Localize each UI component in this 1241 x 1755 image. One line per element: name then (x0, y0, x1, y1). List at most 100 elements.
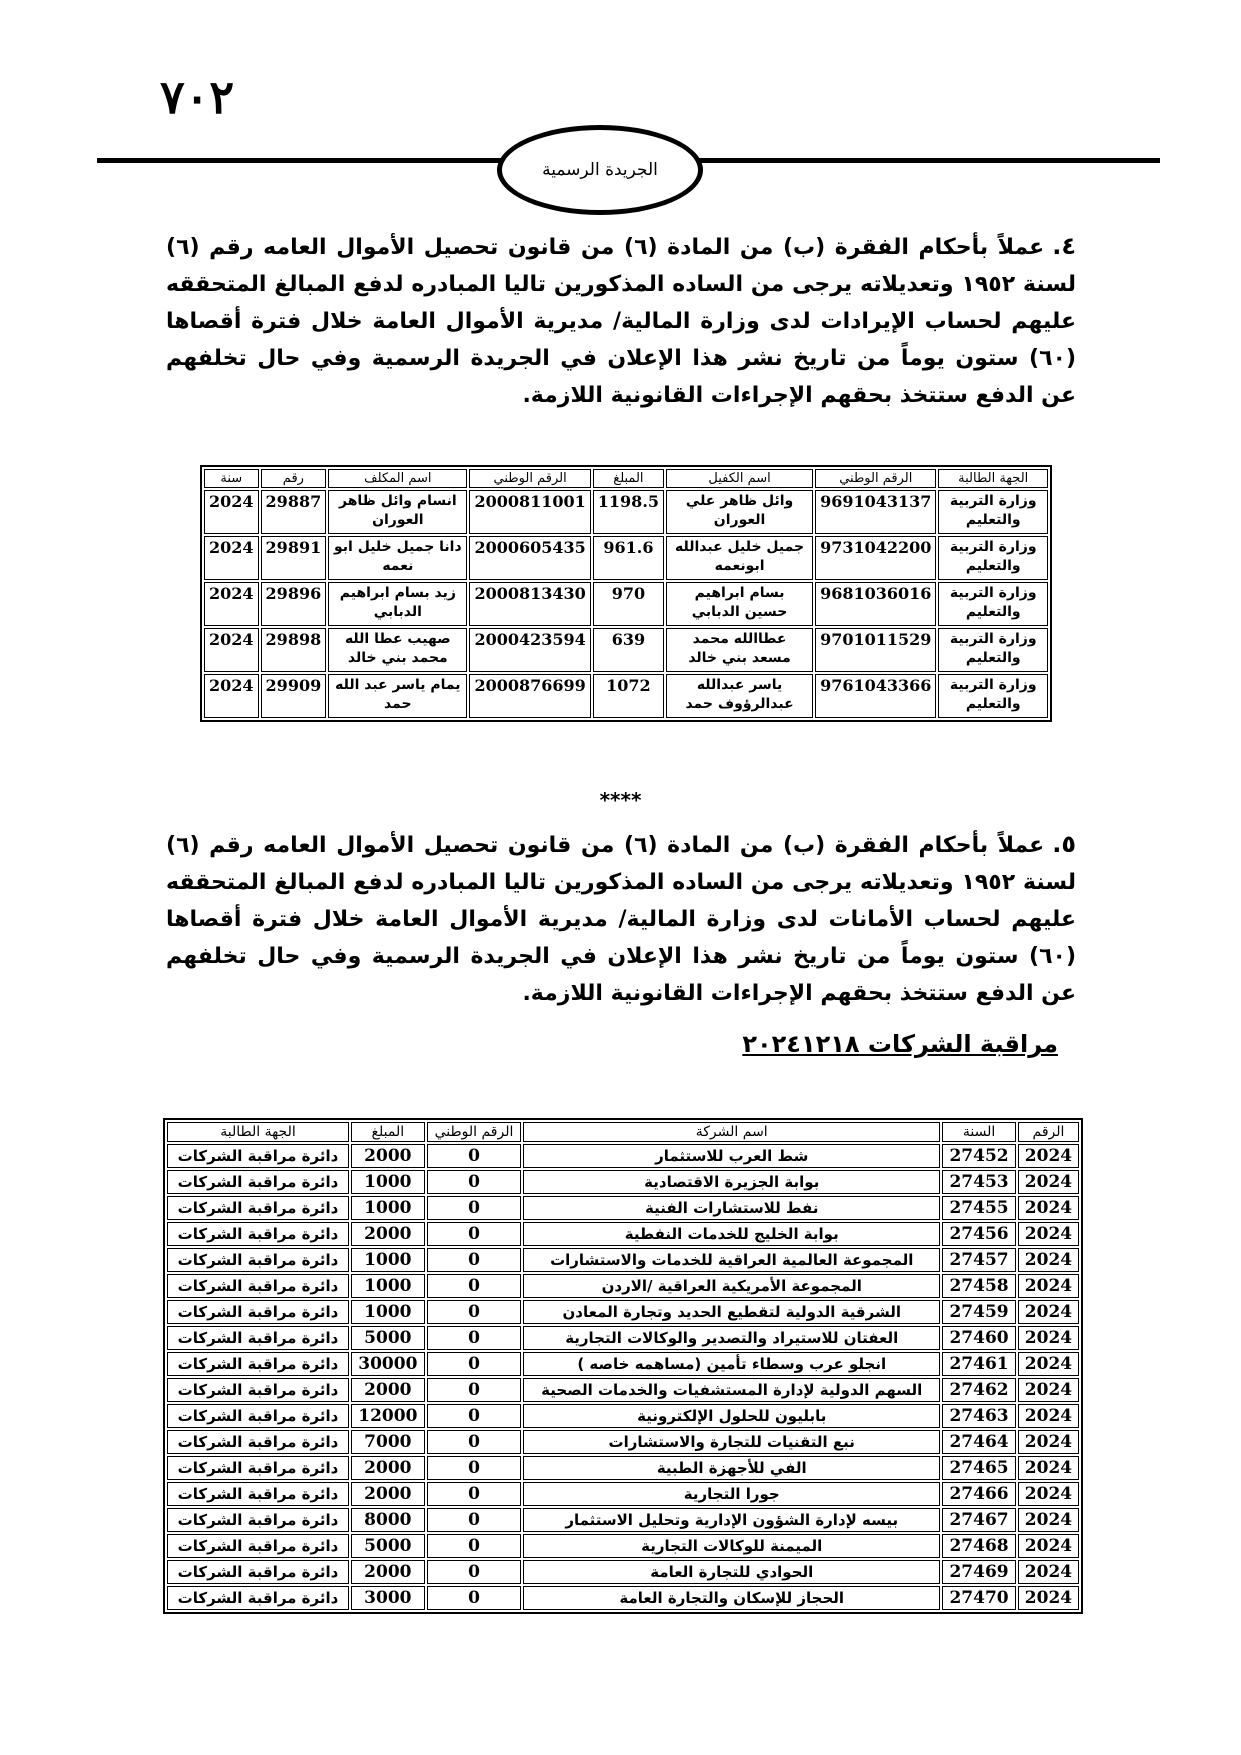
cell: جورا التجارية (523, 1482, 941, 1506)
header-cell: السنة (942, 1122, 1016, 1142)
cell: دائرة مراقبة الشركات (167, 1534, 349, 1558)
cell: المجموعة الأمريكية العراقية /الاردن (523, 1274, 941, 1298)
cell: صهيب عطا الله محمد بني خالد (328, 628, 468, 672)
cell: 27460 (942, 1326, 1016, 1350)
cell: 29909 (260, 674, 327, 718)
cell: دائرة مراقبة الشركات (167, 1508, 349, 1532)
section-text: عملاً بأحكام الفقرة (ب) من المادة (٦) من… (166, 235, 1076, 408)
cell: 2000423594 (469, 628, 591, 672)
cell: 2000811001 (469, 490, 591, 534)
cell: 2000 (350, 1456, 425, 1480)
cell: نبع التقنيات للتجارة والاستشارات (523, 1430, 941, 1454)
cell: يمام ياسر عبد الله حمد (328, 674, 468, 718)
cell: 0 (426, 1196, 522, 1220)
cell: 27459 (942, 1300, 1016, 1324)
cell: 0 (426, 1170, 522, 1194)
cell: 2024 (204, 582, 259, 626)
cell: الفي للأجهزة الطبية (523, 1456, 941, 1480)
header-row: الجهة الطالبة الرقم الوطني اسم الكفيل المبل… (204, 469, 1048, 488)
cell: ياسر عبدالله عبدالرؤوف حمد (666, 674, 814, 718)
cell: دائرة مراقبة الشركات (167, 1300, 349, 1324)
separator: **** (599, 788, 642, 812)
row: 2024 27459 الشرقية الدولية لتقطيع الحديد و… (167, 1300, 1079, 1324)
section-text: عملاً بأحكام الفقرة (ب) من المادة (٦) من… (166, 833, 1076, 1006)
page-number: ٧٠٢ (160, 70, 235, 124)
cell: 1198.5 (592, 490, 665, 534)
cell: 2024 (1017, 1274, 1079, 1298)
cell: 9761043366 (815, 674, 937, 718)
cell: جميل خليل عبدالله ابونعمه (666, 536, 814, 580)
cell: 0 (426, 1456, 522, 1480)
row: وزارة التربية والتعليم 9731042200 جميل خلي… (204, 536, 1048, 580)
cell: دانا جميل خليل ابو نعمه (328, 536, 468, 580)
cell: 27455 (942, 1196, 1016, 1220)
cell: 27464 (942, 1430, 1016, 1454)
cell: وائل ظاهر علي العوران (666, 490, 814, 534)
cell: 2024 (1017, 1534, 1079, 1558)
cell: 1072 (592, 674, 665, 718)
cell: 639 (592, 628, 665, 672)
cell: زيد بسام ابراهيم الدبابي (328, 582, 468, 626)
cell: وزارة التربية والتعليم (938, 674, 1048, 718)
cell: 29891 (260, 536, 327, 580)
cell: 2000 (350, 1222, 425, 1246)
header-cell: سنة (204, 469, 259, 488)
section-4: ٤.عملاً بأحكام الفقرة (ب) من المادة (٦) … (166, 228, 1076, 414)
header-cell: الرقم الوطني (426, 1122, 522, 1142)
cell: 27462 (942, 1378, 1016, 1402)
cell: وزارة التربية والتعليم (938, 490, 1048, 534)
cell: 2000 (350, 1144, 425, 1168)
cell: انجلو عرب وسطاء تأمين (مساهمه خاصه ) (523, 1352, 941, 1376)
cell: 0 (426, 1300, 522, 1324)
cell: 29898 (260, 628, 327, 672)
cell: 0 (426, 1352, 522, 1376)
cell: 12000 (350, 1404, 425, 1428)
cell: 2000813430 (469, 582, 591, 626)
cell: 27465 (942, 1456, 1016, 1480)
cell: 27458 (942, 1274, 1016, 1298)
cell: 27470 (942, 1586, 1016, 1610)
cell: وزارة التربية والتعليم (938, 582, 1048, 626)
cell: 2024 (204, 674, 259, 718)
cell: الشرقية الدولية لتقطيع الحديد وتجارة الم… (523, 1300, 941, 1324)
cell: دائرة مراقبة الشركات (167, 1248, 349, 1272)
cell: 2024 (1017, 1352, 1079, 1376)
row: 2024 27452 شط العرب للاستثمار 0 2000 دائرة مر… (167, 1144, 1079, 1168)
table-2: الرقم السنة اسم الشركة الرقم الوطني المبلغ ال… (163, 1118, 1083, 1614)
cell: السهم الدولية لإدارة المستشفيات والخدمات… (523, 1378, 941, 1402)
cell: دائرة مراقبة الشركات (167, 1352, 349, 1376)
cell: 30000 (350, 1352, 425, 1376)
header-cell: المبلغ (592, 469, 665, 488)
cell: 2024 (204, 490, 259, 534)
cell: 0 (426, 1586, 522, 1610)
cell: 3000 (350, 1586, 425, 1610)
cell: بيسه لإدارة الشؤون الإدارية وتحليل الاست… (523, 1508, 941, 1532)
header-cell: اسم المكلف (328, 469, 468, 488)
cell: 27469 (942, 1560, 1016, 1584)
cell: 961.6 (592, 536, 665, 580)
cell: 2024 (1017, 1300, 1079, 1324)
cell: 2000605435 (469, 536, 591, 580)
row: 2024 27468 الميمنة للوكالات التجارية 0 5000 د… (167, 1534, 1079, 1558)
cell: دائرة مراقبة الشركات (167, 1196, 349, 1220)
cell: دائرة مراقبة الشركات (167, 1274, 349, 1298)
cell: 1000 (350, 1300, 425, 1324)
row: 2024 27460 العفتان للاستيراد والتصدير والو… (167, 1326, 1079, 1350)
cell: دائرة مراقبة الشركات (167, 1378, 349, 1402)
cell: 2024 (1017, 1560, 1079, 1584)
header-cell: رقم (260, 469, 327, 488)
cell: 2024 (1017, 1482, 1079, 1506)
cell: 0 (426, 1144, 522, 1168)
subheading: مراقبة الشركات ٢٠٢٤١٢١٨ (742, 1030, 1058, 1058)
cell: 0 (426, 1508, 522, 1532)
cell: 2024 (1017, 1326, 1079, 1350)
cell: دائرة مراقبة الشركات (167, 1586, 349, 1610)
cell: وزارة التربية والتعليم (938, 628, 1048, 672)
cell: 2024 (1017, 1248, 1079, 1272)
cell: 5000 (350, 1326, 425, 1350)
cell: دائرة مراقبة الشركات (167, 1456, 349, 1480)
cell: 0 (426, 1248, 522, 1272)
cell: 2024 (1017, 1404, 1079, 1428)
cell: 2024 (1017, 1196, 1079, 1220)
cell: 0 (426, 1222, 522, 1246)
